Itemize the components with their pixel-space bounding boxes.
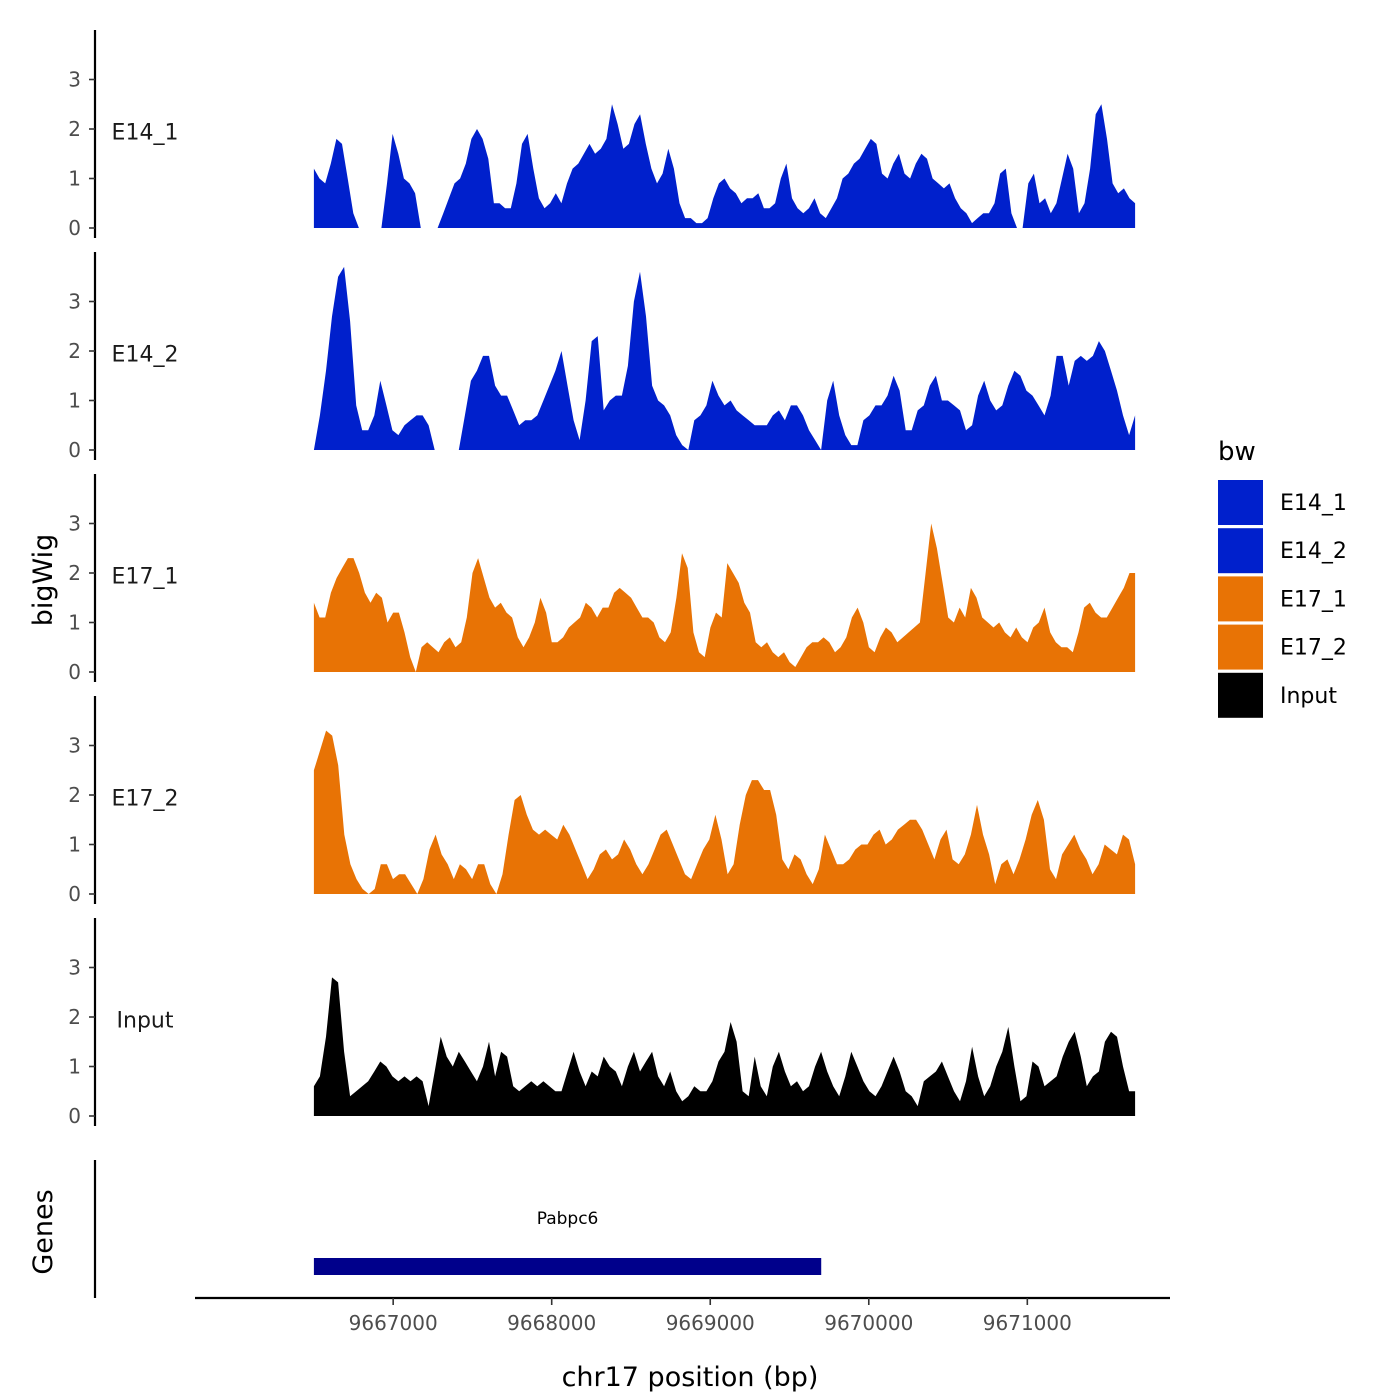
legend-title: bw [1218,437,1256,467]
y-tick-label: 3 [68,512,81,536]
y-tick-label: 0 [68,660,81,684]
legend-swatch [1218,480,1263,525]
y-tick-label: 1 [68,389,81,413]
y-tick-label: 0 [68,882,81,906]
tracks-group: 0 1 2 3 E14_1 0 1 2 3 E14_2 0 1 2 3 E17_1 0 1 2 3 E17_2 0 1 2 3… [68,30,1136,1128]
track-label: E14_1 [112,120,179,145]
legend-label: E14_2 [1280,539,1347,564]
y-tick-label: 1 [68,1055,81,1079]
track-label: E14_2 [112,342,179,367]
track-label: E17_2 [112,786,179,811]
legend-label: E17_1 [1280,587,1347,612]
track-e17_1: 0 1 2 3 E17_1 [68,474,1136,684]
y-tick-label: 3 [68,290,81,314]
gene-label: Pabpc6 [537,1209,599,1229]
y-tick-label: 1 [68,611,81,635]
x-tick-label: 9670000 [824,1311,913,1335]
x-tick-label: 9671000 [983,1311,1072,1335]
legend-label: E17_2 [1280,636,1347,661]
legend-label: Input [1280,684,1337,709]
legend-swatch [1218,576,1263,622]
track-label: Input [117,1008,174,1033]
y-tick-label: 0 [68,1104,81,1128]
y-tick-label: 2 [68,783,81,807]
legend: bw E14_1 E14_2 E17_1 E17_2 Input [1218,437,1347,718]
y-tick-label: 3 [68,734,81,758]
area-e17_1 [313,523,1136,672]
y-tick-label: 2 [68,117,81,141]
legend-label: E14_1 [1280,491,1347,516]
track-e14_2: 0 1 2 3 E14_2 [68,252,1136,462]
legend-swatch [1218,528,1263,574]
track-input: 0 1 2 3 Input [68,918,1136,1128]
y-axis-title: bigWig [28,534,59,627]
track-label: E17_1 [112,564,179,589]
area-e14_2 [313,266,1136,450]
y-tick-label: 0 [68,438,81,462]
y-tick-label: 2 [68,561,81,585]
gene-bar [313,1258,822,1275]
y-tick-label: 1 [68,833,81,857]
legend-swatch [1218,672,1263,718]
genes-track-title: Genes [28,1189,59,1274]
area-input [313,977,1136,1116]
x-tick-label: 9669000 [666,1311,755,1335]
x-tick-label: 9667000 [349,1311,438,1335]
x-axis-title: chr17 position (bp) [562,1362,819,1393]
y-tick-label: 2 [68,1005,81,1029]
x-tick-label: 9668000 [507,1311,596,1335]
y-tick-label: 2 [68,339,81,363]
area-e14_1 [313,104,1136,228]
y-tick-label: 3 [68,956,81,980]
y-tick-label: 0 [68,216,81,240]
y-tick-label: 1 [68,167,81,191]
x-axis: 9667000 9668000 9669000 9670000 9671000 [195,1296,1170,1335]
gene-track: Pabpc6 [93,1160,822,1298]
track-e14_1: 0 1 2 3 E14_1 [68,30,1136,240]
y-tick-label: 3 [68,68,81,92]
area-e17_2 [313,730,1136,894]
track-e17_2: 0 1 2 3 E17_2 [68,696,1136,906]
legend-swatch [1218,624,1263,670]
